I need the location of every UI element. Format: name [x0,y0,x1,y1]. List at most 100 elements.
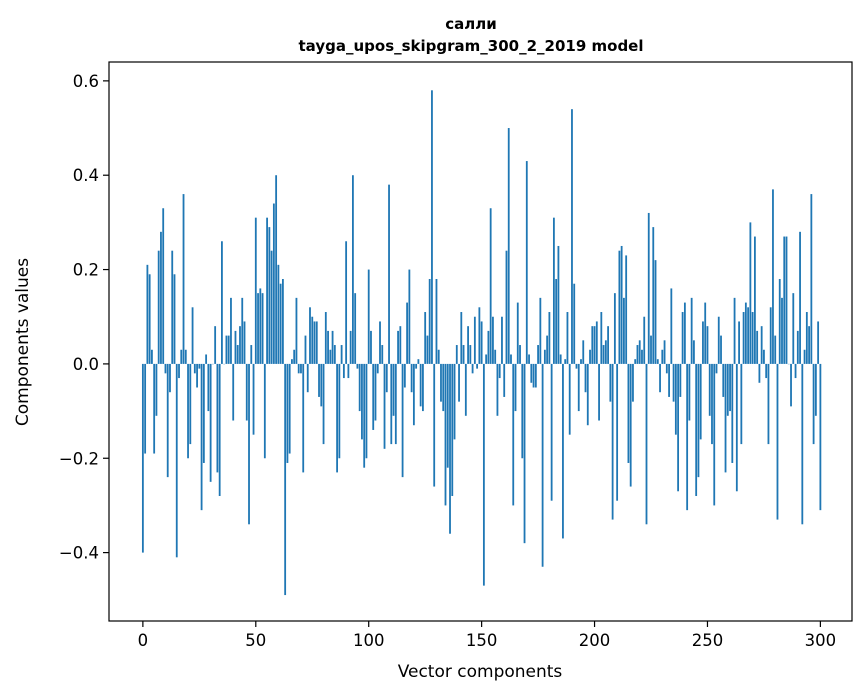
bar [381,345,384,364]
bar [462,345,465,364]
bar [449,363,451,534]
bar [419,363,422,407]
bar [598,363,600,421]
bar [428,279,431,364]
bar [571,109,573,364]
bar [426,335,429,364]
bar [586,363,589,426]
bar [654,260,657,364]
bar [236,345,239,364]
bar [733,297,736,364]
bar [559,354,562,364]
bar [162,208,165,364]
bar [704,302,707,364]
bar [277,264,280,364]
bar [166,363,169,478]
bar [611,363,614,520]
bar [760,326,763,364]
bar [670,288,673,364]
bar [182,194,185,364]
bar [476,363,479,369]
bar [358,363,361,412]
bar [808,326,810,364]
bar [641,349,643,364]
bar [772,189,774,364]
x-tick-label: 100 [353,631,385,650]
bar [473,316,476,364]
bar [408,269,411,364]
bar [740,363,743,445]
bar [747,307,750,364]
bar [600,312,603,364]
x-tick-label: 200 [579,631,611,650]
bar [738,321,740,364]
bar [272,203,275,364]
bar [758,363,761,383]
bar [634,359,637,364]
bar [532,363,535,388]
bar [494,349,497,364]
bar [729,363,731,412]
bar [523,363,526,544]
bar [751,312,754,364]
bar [767,363,770,445]
bar [157,250,160,364]
bar [595,321,598,364]
bar [516,302,519,364]
bar [322,363,325,445]
bar [268,227,271,364]
bar [785,236,788,364]
x-tick-label: 50 [245,631,266,650]
bar [724,363,727,473]
bar [288,363,291,454]
bar [679,363,682,397]
bar [254,217,257,364]
bar [589,349,591,364]
bar [817,321,820,364]
bar [801,363,804,525]
bar [695,363,698,496]
bar [333,345,336,364]
bar [266,217,268,364]
bar [625,255,628,364]
bar [557,245,560,364]
bar [778,279,781,364]
bar [534,363,537,388]
bar [613,293,616,364]
bar [519,345,521,364]
bar [345,241,348,364]
bar [329,349,332,364]
bar [410,363,413,393]
bar [790,363,792,407]
bar [394,363,397,445]
bar [575,363,578,369]
bar [379,321,381,364]
bar [819,363,822,511]
bar [198,363,201,369]
bar [437,349,440,364]
bar [397,330,399,364]
bar [616,363,619,501]
bar [715,363,718,374]
bar [440,363,442,402]
bar [647,212,650,364]
bar [243,321,246,364]
bar [141,363,144,553]
bar [783,236,786,364]
bar [548,312,551,364]
bar [342,363,345,379]
bar [505,250,508,364]
bar [383,363,386,449]
y-tick-label: 0.6 [73,72,99,91]
bar [175,363,178,558]
bar [742,312,745,364]
bar [200,363,203,511]
bar [365,363,368,459]
bar [205,354,208,364]
bar [674,363,677,435]
bar [602,345,605,364]
bar [713,363,716,506]
bar [503,363,506,397]
bar [372,363,375,430]
bar [221,241,223,364]
